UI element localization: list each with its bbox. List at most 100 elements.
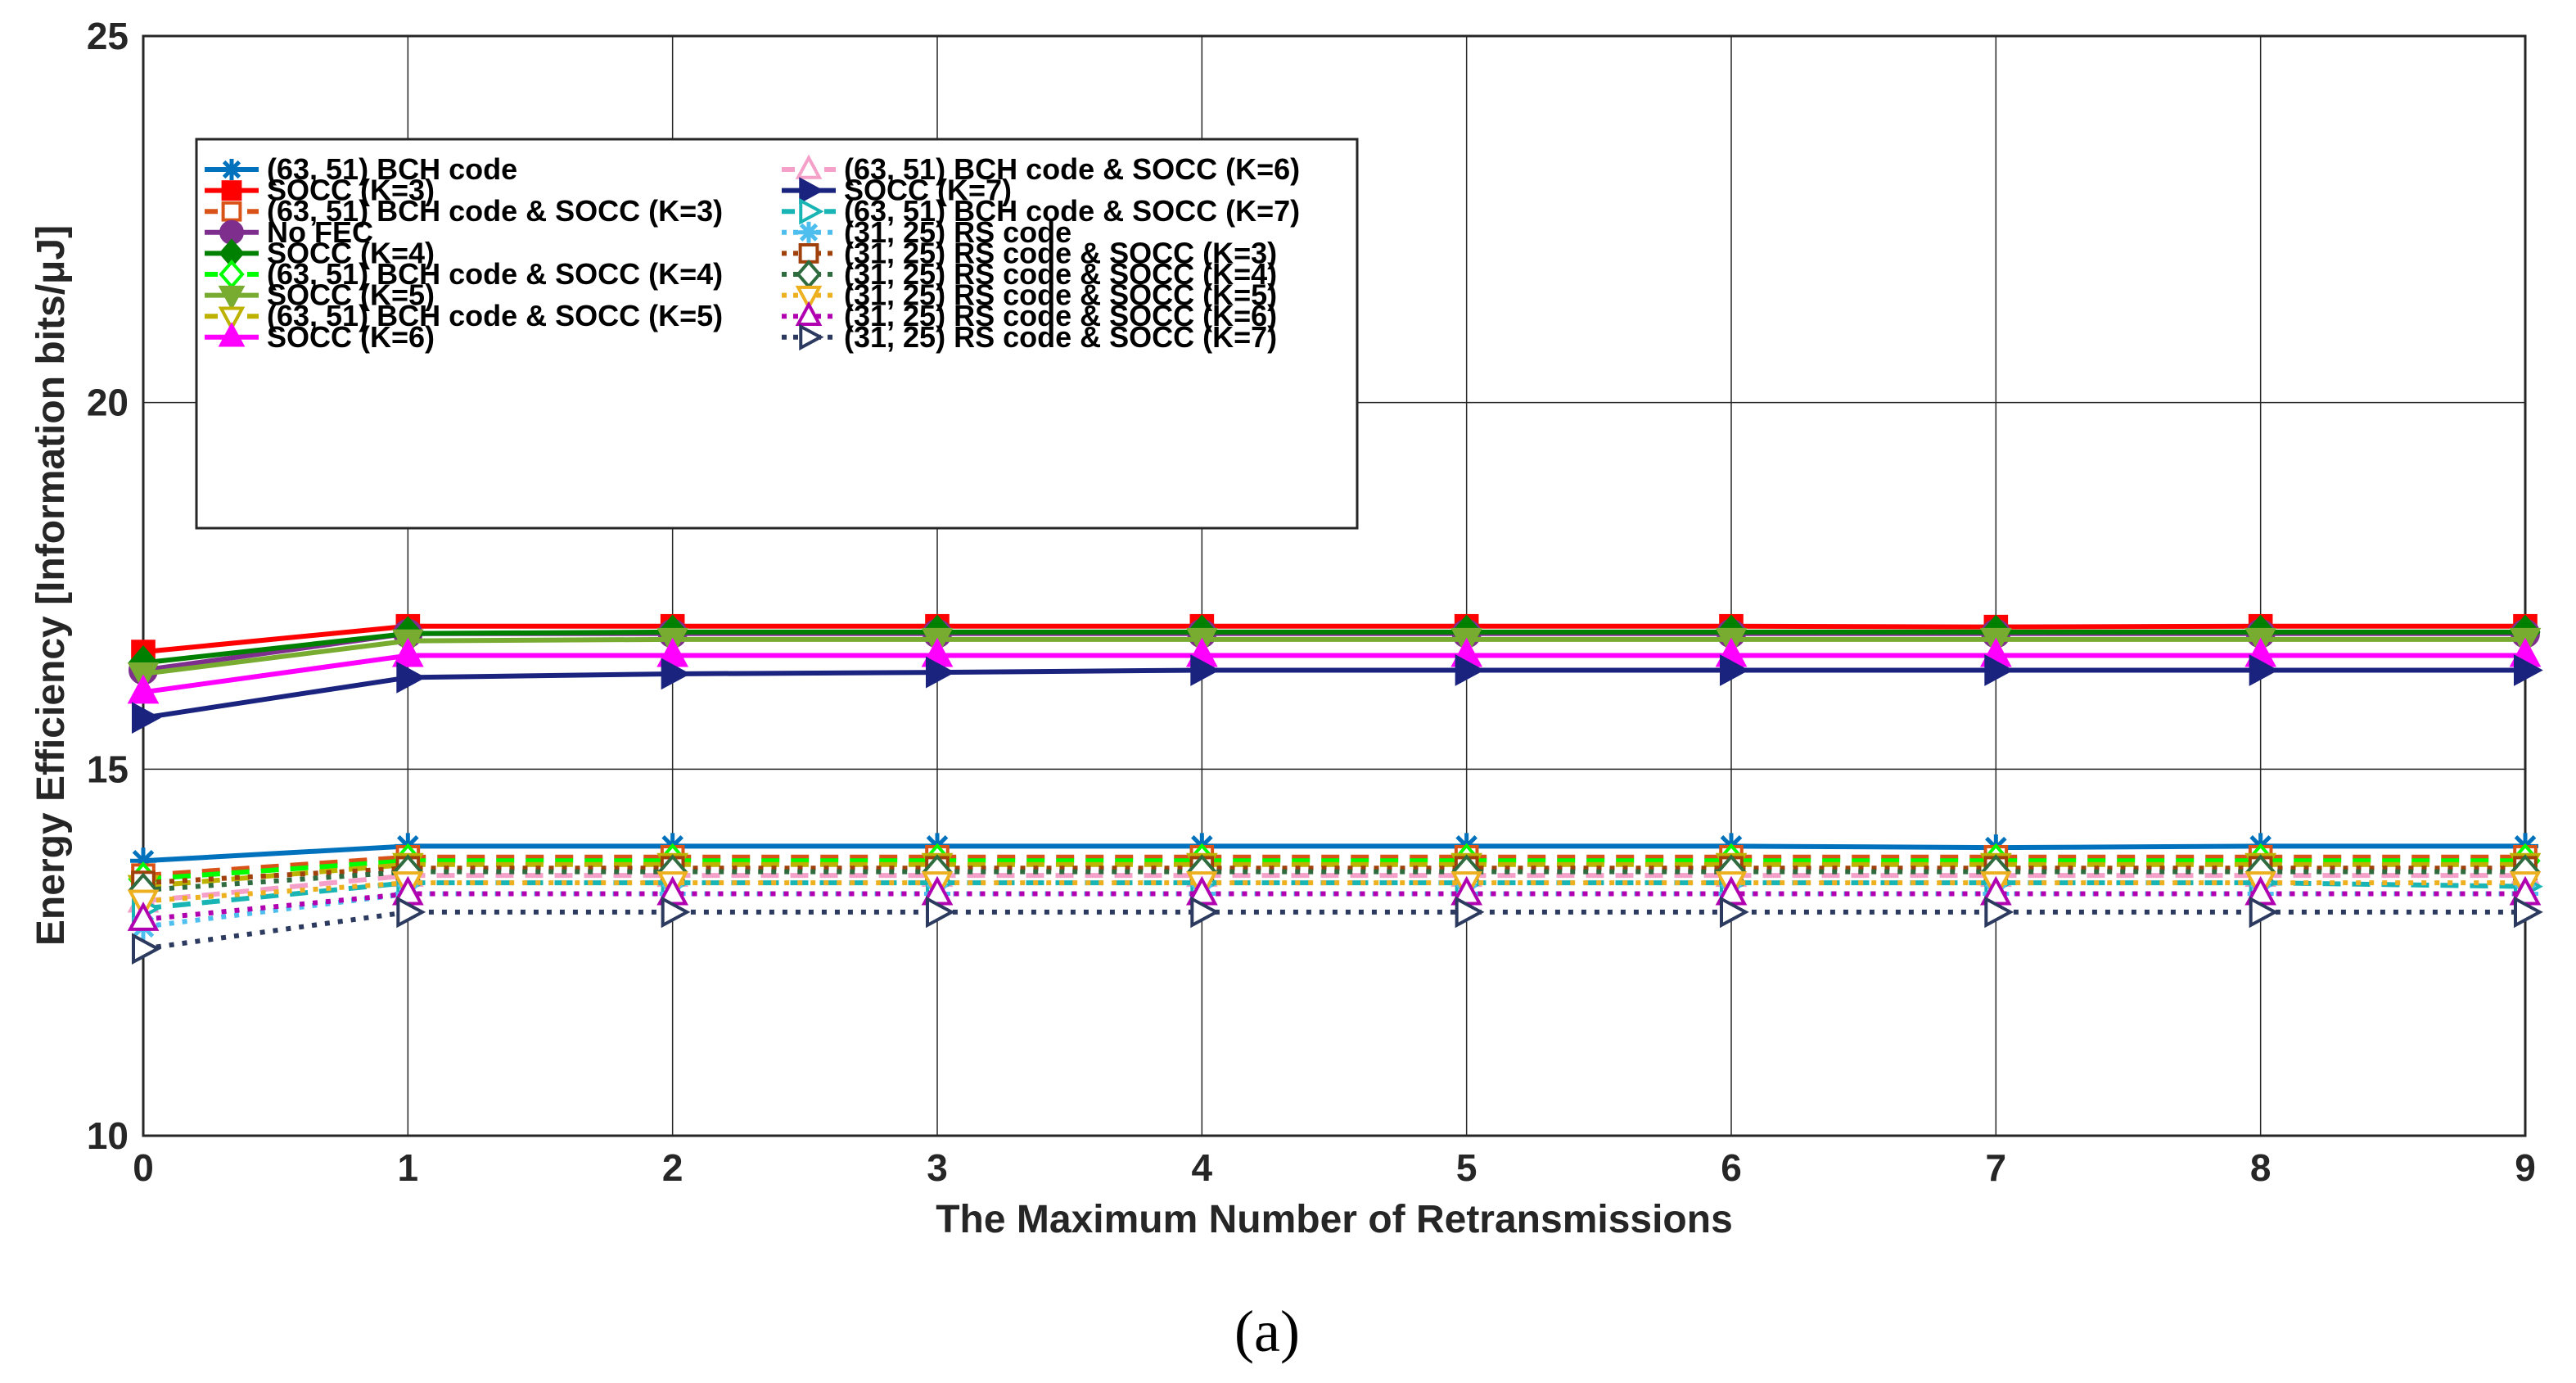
series-marker [1720,654,1749,686]
series [132,654,2543,734]
series-marker [2249,654,2279,686]
legend-item: SOCC (K=5) [205,278,435,312]
x-tick-label: 7 [1986,1146,2007,1189]
series-marker [1720,896,1749,929]
plot-frame [142,34,2527,1137]
series-line [142,858,2525,882]
legend-label: (31, 25) RS code [844,215,1071,249]
x-tick-label: 5 [1456,1146,1477,1189]
legend-item: (31, 25) RS code & SOCC (K=6) [782,299,1277,332]
x-tick-label: 8 [2250,1146,2271,1189]
legend-label: (63, 51) BCH code & SOCC (K=5) [267,299,723,332]
series-marker [2514,896,2543,929]
x-tick-label: 4 [1192,1146,1213,1189]
legend-label: (63, 51) BCH code [267,152,517,186]
legend-item: No FEC [205,215,373,249]
x-tick-label: 6 [1721,1146,1742,1189]
legend-label: (63, 51) BCH code & SOCC (K=3) [267,194,723,228]
series-line [142,629,2525,666]
legend-label: No FEC [267,215,373,249]
x-tick-label: 2 [662,1146,683,1189]
legend-label: SOCC (K=4) [267,236,435,269]
legend-label: (63, 51) BCH code & SOCC (K=6) [844,152,1300,186]
series-line [142,869,2525,893]
series-marker [127,902,160,931]
series-marker [130,847,156,875]
series-marker [798,221,819,243]
series [132,896,2543,965]
y-axis-title: Energy Efficiency [Information bits/μJ] [29,225,73,946]
series-marker [1984,654,2014,686]
series-marker [795,285,823,311]
series-marker [795,301,823,326]
x-tick-label: 3 [927,1146,948,1189]
legend-label: (31, 25) RS code & SOCC (K=5) [844,278,1277,312]
series-marker [2249,896,2279,929]
series-marker [221,180,242,201]
x-tick-label: 0 [133,1146,154,1189]
legend-item: (63, 51) BCH code & SOCC (K=5) [205,299,723,332]
x-tick-label: 9 [2515,1146,2536,1189]
series-marker [661,658,691,690]
legend-item: (31, 25) RS code & SOCC (K=5) [782,278,1277,312]
legend-item: (63, 51) BCH code & SOCC (K=6) [782,152,1300,186]
legend-item: (63, 51) BCH code [205,152,517,186]
series-marker [218,285,246,311]
series-marker [127,674,160,704]
y-tick-label: 15 [87,748,129,790]
series-line [142,880,2525,904]
series-line [142,854,2525,879]
legend-item: (63, 51) BCH code & SOCC (K=7) [782,194,1300,228]
figure-caption: (a) [1234,1299,1300,1364]
y-tick-label: 20 [87,382,129,424]
y-tick-label: 10 [87,1114,129,1157]
series-marker [1455,654,1485,686]
legend-item: SOCC (K=6) [205,320,435,354]
series-line [142,653,2525,695]
series-marker [1984,896,2014,929]
legend-label: (63, 51) BCH code & SOCC (K=4) [267,257,723,291]
series-marker [1455,896,1485,929]
legend-item: (31, 25) RS code & SOCC (K=3) [782,236,1277,269]
series-marker [661,896,691,929]
series-marker [926,896,955,929]
series-marker [391,637,424,667]
series-line [142,861,2525,889]
series-line [142,909,2525,951]
axis-ticks: 0 1 2 3 4 5 6 7 8 9 10 15 20 25 [87,15,2536,1189]
legend-item: (31, 25) RS code & SOCC (K=7) [782,320,1277,354]
series-line [142,843,2525,864]
legend-item: (63, 51) BCH code & SOCC (K=4) [205,257,723,291]
legend-item: (31, 25) RS code [782,215,1071,249]
series-marker [799,323,824,351]
series-marker [396,662,426,694]
series-line [142,636,2525,676]
series-marker [799,177,824,204]
series-marker [221,201,242,222]
legend-item: (63, 51) BCH code & SOCC (K=3) [205,194,723,228]
legend-label: (31, 25) RS code & SOCC (K=3) [844,236,1277,269]
y-tick-label: 25 [87,15,129,57]
legend-box [195,138,1359,530]
series-marker [396,896,426,929]
legend-label: (31, 25) RS code & SOCC (K=6) [844,299,1277,332]
legend-item: (31, 25) RS code & SOCC (K=4) [782,257,1277,291]
series-line [142,891,2525,922]
series-marker [799,197,824,225]
series-marker [221,159,242,180]
legend-label: SOCC (K=5) [267,278,435,312]
series-marker [132,933,161,965]
series-marker [926,656,955,689]
legend-label: (31, 25) RS code & SOCC (K=7) [844,320,1277,354]
series-line [142,866,2525,886]
series-marker [798,243,819,264]
legend-item: SOCC (K=3) [205,174,435,207]
x-tick-label: 1 [398,1146,419,1189]
legend-label: (63, 51) BCH code & SOCC (K=7) [844,194,1300,228]
series-marker [132,702,161,734]
x-axis-title: The Maximum Number of Retransmissions [936,1198,1733,1241]
legend-label: (31, 25) RS code & SOCC (K=4) [844,257,1277,291]
